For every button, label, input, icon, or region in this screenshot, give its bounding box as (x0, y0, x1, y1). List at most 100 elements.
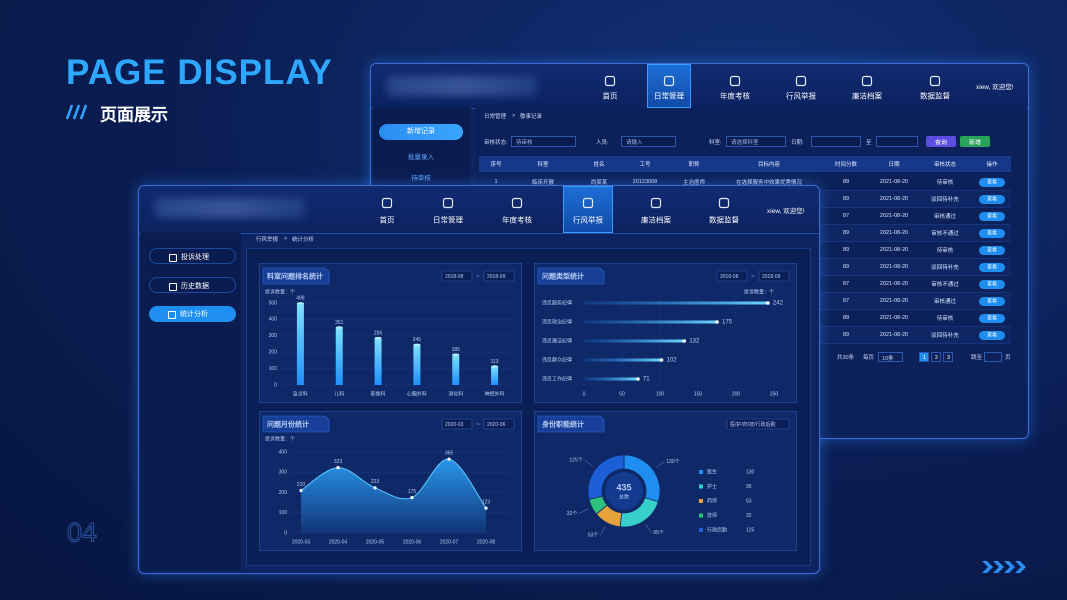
action-button[interactable]: 查询 (926, 136, 956, 147)
view-button[interactable]: 查看 (979, 194, 1005, 204)
category-label: 违反群众纪律 (542, 356, 572, 363)
date-select[interactable] (758, 270, 790, 282)
table-cell: 20123068 (632, 179, 658, 185)
sidebar-item[interactable]: 历史数据 (149, 277, 236, 293)
value-label: 123 (482, 499, 491, 505)
filter-select-value: 医/护/药/技/行政后勤 (730, 421, 776, 428)
nav-item[interactable]: 数据监督 (920, 91, 950, 101)
title-tab (262, 267, 330, 285)
y-tick-label: 0 (284, 530, 287, 536)
nav-item[interactable]: 年度考核 (720, 91, 750, 101)
filter-input[interactable]: 请输入 (621, 136, 676, 147)
legend-label: 药师 (707, 497, 717, 504)
sidebar-item[interactable]: 投诉处理 (149, 248, 236, 264)
filter-value: 请输入 (626, 140, 643, 146)
legend-swatch (699, 484, 703, 489)
y-axis-label: 投诉数量：个 (265, 288, 295, 295)
filter-input[interactable] (876, 136, 918, 147)
leader-line (656, 461, 665, 468)
value-label: 351 (335, 320, 344, 326)
segment-label: 95个 (653, 530, 664, 536)
bar (413, 344, 421, 385)
logo-blur (155, 198, 305, 218)
nav-item[interactable]: 日常管理 (433, 215, 463, 225)
date-select-value: 2018-09 (762, 274, 781, 280)
user-greeting: xiew, 欢迎您! (976, 84, 1014, 91)
filter-input[interactable] (811, 136, 861, 147)
arrow-decoration (982, 561, 1026, 573)
nav-item[interactable]: 首页 (602, 91, 618, 101)
view-button[interactable]: 查看 (979, 313, 1005, 323)
table-cell: 1 (494, 179, 498, 185)
page-button[interactable]: 3 (943, 352, 953, 362)
page-button[interactable]: 2 (931, 352, 941, 362)
icon-shape (650, 197, 662, 209)
table-cell: 主治医师 (682, 180, 706, 186)
point (447, 457, 451, 461)
filter-select[interactable] (726, 418, 790, 430)
sidebar-item[interactable]: 统计分析 (149, 306, 236, 322)
value-label: 175 (408, 489, 417, 495)
page-button[interactable]: 1 (919, 352, 929, 362)
leader-line (579, 508, 589, 514)
view-button-label: 查看 (986, 247, 998, 254)
value-label: 132 (689, 339, 700, 345)
table-header-cell: 时间分数 (834, 162, 858, 168)
x-tick-label: 2020-05 (366, 539, 385, 545)
nav-item[interactable]: 行风举报 (786, 91, 816, 101)
action-button[interactable]: 新增 (960, 136, 990, 147)
filter-input[interactable]: 待审核 (511, 136, 576, 147)
slash-icon (66, 104, 88, 120)
sidebar-label: 投诉处理 (181, 254, 209, 261)
nav-item[interactable]: 首页 (379, 215, 395, 225)
nav-item[interactable]: 年度考核 (502, 215, 532, 225)
nav-item[interactable]: 数据监督 (709, 215, 739, 225)
nav-item[interactable]: 廉洁档案 (852, 91, 882, 101)
date-select-value: 2020-03 (445, 422, 464, 428)
chart-panel: 问题月份统计 2020-03 2020-06 ~ 投诉数量：个 0 100 200 300 400… (259, 411, 522, 551)
page-subtitle: 页面展示 (100, 105, 168, 125)
pagination-per-page: 每页 (863, 355, 875, 361)
bar-cap (452, 353, 460, 356)
value-label: 242 (773, 301, 784, 307)
nav-item[interactable]: 日常管理 (654, 91, 684, 101)
nav-item[interactable]: 行风举报 (573, 215, 603, 225)
view-button[interactable]: 查看 (979, 279, 1005, 289)
nav-item[interactable]: 廉洁档案 (641, 215, 671, 225)
view-button[interactable]: 查看 (979, 177, 1005, 187)
view-button[interactable]: 查看 (979, 330, 1005, 340)
bar-end (659, 358, 664, 362)
table-header-cell: 目标内容 (757, 162, 781, 168)
page-size[interactable]: 10条 (878, 352, 903, 362)
jump-input[interactable] (984, 352, 1002, 362)
date-select[interactable] (441, 270, 473, 282)
table-cell: 驳回待补充 (931, 197, 959, 203)
value-label: 286 (374, 330, 383, 336)
chart-panel: 科室问题排名统计 2018-08 2018-09 ~ 投诉数量：个 0 100 200 300 4… (259, 263, 522, 403)
sidebar-link[interactable]: 待审核 (411, 175, 431, 182)
page-title: PAGE DISPLAY (66, 53, 333, 92)
view-button[interactable]: 查看 (979, 296, 1005, 306)
date-select[interactable] (483, 270, 515, 282)
table-cell: 87 (842, 281, 850, 287)
view-button[interactable]: 查看 (979, 211, 1005, 221)
x-tick-label: 150 (694, 391, 703, 397)
breadcrumb: > (512, 113, 516, 119)
value-label: 185 (452, 347, 461, 353)
view-button[interactable]: 查看 (979, 228, 1005, 238)
filter-label: 科室: (709, 140, 722, 146)
date-select[interactable] (716, 270, 748, 282)
date-select[interactable] (441, 418, 473, 430)
filter-input[interactable]: 请选择科室 (726, 136, 786, 147)
new-record-button[interactable]: 新增记录 (379, 124, 463, 140)
view-button-label: 查看 (986, 264, 998, 271)
table-cell: 审核不通过 (931, 282, 959, 288)
sidebar-link[interactable]: 批量录入 (408, 154, 434, 161)
view-button[interactable]: 查看 (979, 245, 1005, 255)
x-tick-label: 200 (732, 391, 741, 397)
table-cell: 89 (842, 230, 850, 236)
date-select[interactable] (483, 418, 515, 430)
view-button[interactable]: 查看 (979, 262, 1005, 272)
